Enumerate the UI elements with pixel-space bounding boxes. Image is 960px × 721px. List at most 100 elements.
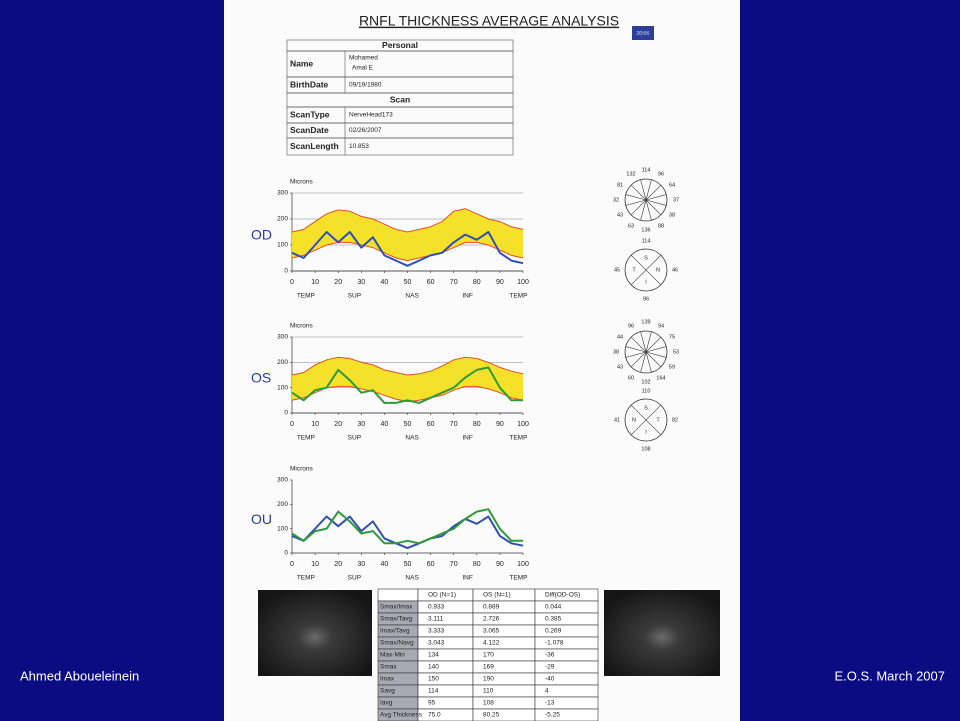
x-tick-label: 10 bbox=[311, 279, 319, 286]
table-value: Smax bbox=[380, 664, 397, 671]
clock-value: 164 bbox=[656, 375, 665, 381]
band-upper bbox=[291, 208, 524, 233]
table-value: 0.269 bbox=[545, 628, 562, 635]
eye-label: OS bbox=[251, 370, 271, 386]
field-value: 09/19/1980 bbox=[349, 82, 382, 89]
field-label: ScanType bbox=[290, 109, 330, 119]
logo: ZEISS bbox=[636, 31, 649, 36]
clock-spoke bbox=[625, 346, 647, 353]
value-cell bbox=[417, 672, 474, 686]
value-cell bbox=[417, 684, 474, 698]
x-tick-label: 90 bbox=[496, 279, 504, 286]
x-tick-label: 60 bbox=[427, 279, 435, 286]
table-value: 3.333 bbox=[428, 628, 445, 635]
clock-value: 94 bbox=[658, 323, 664, 329]
field-label: Name bbox=[290, 58, 313, 68]
clock-spoke bbox=[625, 194, 647, 201]
normal-band bbox=[292, 357, 523, 402]
thickness-line bbox=[291, 508, 523, 545]
value-cell bbox=[417, 696, 474, 710]
clock-spoke bbox=[645, 194, 667, 201]
band-lower bbox=[291, 241, 524, 262]
fundus-image bbox=[258, 590, 372, 676]
y-tick-label: 300 bbox=[277, 334, 288, 341]
section-header: Personal bbox=[382, 40, 418, 50]
quadrant-value: 96 bbox=[643, 296, 649, 302]
clock-spoke bbox=[640, 179, 647, 201]
clock-spoke bbox=[630, 336, 647, 353]
quadrant-letter: I bbox=[645, 429, 647, 435]
y-axis-label: Microns bbox=[290, 466, 314, 473]
clock-value: 75 bbox=[669, 334, 675, 340]
region-label: TEMP bbox=[509, 435, 527, 442]
table-value: 3.111 bbox=[428, 616, 444, 623]
y-tick-label: 0 bbox=[284, 550, 288, 557]
y-axis-label: Microns bbox=[290, 179, 314, 186]
region-label: INF bbox=[462, 293, 473, 300]
table-value: Imax/Tavg bbox=[380, 628, 410, 635]
quadrant-letter: N bbox=[632, 417, 636, 423]
x-tick-label: 100 bbox=[517, 561, 529, 568]
y-tick-label: 200 bbox=[277, 216, 288, 223]
clock-spoke bbox=[630, 184, 647, 201]
clock-value: 64 bbox=[669, 182, 675, 188]
table-value: 150 bbox=[428, 676, 439, 683]
thickness-line bbox=[291, 515, 524, 550]
thickness-line bbox=[291, 231, 524, 267]
clock-spoke bbox=[625, 351, 647, 358]
clock-value: 88 bbox=[658, 223, 664, 229]
quadrant-letter: T bbox=[656, 417, 660, 423]
x-tick-label: 20 bbox=[334, 421, 342, 428]
quadrant-circle bbox=[624, 398, 668, 442]
clock-spoke bbox=[645, 331, 652, 353]
table-cell bbox=[286, 137, 514, 156]
clock-value: 44 bbox=[617, 334, 623, 340]
clock-value: 96 bbox=[628, 323, 634, 329]
quadrant-value: 41 bbox=[614, 417, 620, 423]
value-cell bbox=[417, 660, 474, 674]
table-value: -36 bbox=[545, 652, 555, 659]
y-tick-label: 0 bbox=[284, 410, 288, 417]
clock-value: 38 bbox=[613, 349, 619, 355]
field-value: 10.853 bbox=[349, 143, 369, 150]
x-tick-label: 100 bbox=[517, 421, 529, 428]
x-tick-label: 70 bbox=[450, 561, 458, 568]
table-value: 0.889 bbox=[483, 604, 500, 611]
table-value: Smax/Navg bbox=[380, 640, 414, 647]
clock-value: 43 bbox=[617, 364, 623, 370]
table-value: 190 bbox=[483, 676, 494, 683]
y-tick-label: 300 bbox=[277, 190, 288, 197]
x-tick-label: 50 bbox=[404, 421, 412, 428]
table-value: 95 bbox=[428, 700, 436, 707]
x-tick-label: 80 bbox=[473, 421, 481, 428]
table-value: -5.25 bbox=[545, 712, 560, 719]
clock-value: 136 bbox=[641, 227, 650, 233]
clock-spoke bbox=[645, 351, 652, 373]
region-label: INF bbox=[462, 575, 473, 582]
field-value: Mohamed bbox=[349, 55, 378, 62]
quadrant-value: 108 bbox=[641, 446, 650, 452]
band-upper bbox=[291, 356, 524, 376]
clock-value: 63 bbox=[628, 223, 634, 229]
table-value: Smax/Tavg bbox=[380, 616, 413, 623]
section-header: Scan bbox=[390, 94, 410, 104]
field-label: ScanDate bbox=[290, 125, 329, 135]
table-value: -29 bbox=[545, 664, 555, 671]
band-lower bbox=[291, 385, 524, 403]
x-tick-label: 100 bbox=[517, 279, 529, 286]
table-value: 75.0 bbox=[428, 712, 441, 719]
x-tick-label: 0 bbox=[290, 421, 294, 428]
table-value: Imax bbox=[380, 676, 395, 683]
x-tick-label: 30 bbox=[357, 279, 365, 286]
field-value: Amal E bbox=[352, 65, 374, 72]
value-cell bbox=[417, 708, 474, 721]
field-label: ScanLength bbox=[290, 141, 339, 151]
x-tick-label: 90 bbox=[496, 421, 504, 428]
region-label: TEMP bbox=[297, 435, 315, 442]
value-cell bbox=[417, 612, 474, 626]
region-label: NAS bbox=[405, 435, 419, 442]
clock-value: 96 bbox=[658, 171, 664, 177]
table-value: 134 bbox=[428, 652, 439, 659]
table-value: 170 bbox=[483, 652, 494, 659]
